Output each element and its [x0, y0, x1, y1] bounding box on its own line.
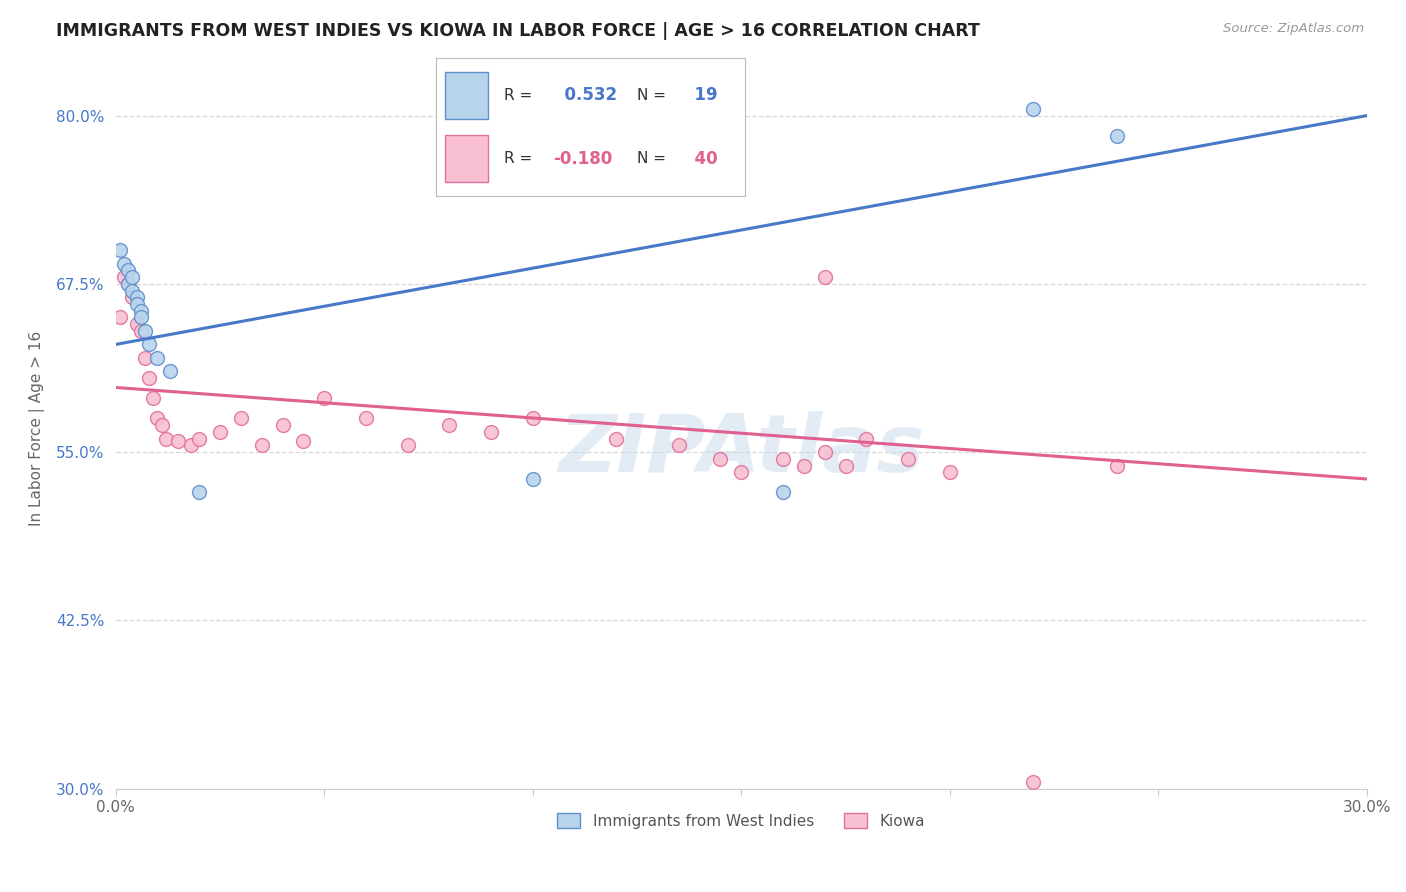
Point [834, 458, 856, 473]
Point [188, 432, 211, 446]
Point [793, 458, 815, 473]
Point [479, 425, 502, 439]
Point [129, 310, 152, 325]
Point [180, 438, 202, 452]
Text: N =: N = [637, 87, 666, 103]
Text: -0.180: -0.180 [554, 150, 613, 168]
Point [1105, 458, 1128, 473]
Point [229, 411, 252, 425]
Text: 0.532: 0.532 [554, 87, 617, 104]
Point [271, 418, 294, 433]
Legend: Immigrants from West Indies, Kiowa: Immigrants from West Indies, Kiowa [551, 807, 931, 835]
Point [292, 434, 315, 449]
Point [121, 270, 143, 285]
Point [112, 257, 135, 271]
Point [730, 465, 752, 479]
Point [814, 270, 837, 285]
Point [134, 351, 156, 365]
Point [150, 418, 173, 433]
Point [125, 317, 148, 331]
Text: 40: 40 [683, 150, 718, 168]
Point [129, 303, 152, 318]
Point [125, 290, 148, 304]
Point [855, 432, 877, 446]
Point [146, 351, 169, 365]
Point [1022, 774, 1045, 789]
Point [138, 337, 160, 351]
Point [897, 451, 920, 466]
Point [439, 418, 461, 433]
Point [125, 297, 148, 311]
Point [138, 371, 160, 385]
Point [314, 391, 336, 405]
FancyBboxPatch shape [446, 136, 488, 183]
Point [772, 485, 794, 500]
Point [814, 445, 837, 459]
Point [1022, 102, 1045, 116]
Text: 19: 19 [683, 87, 718, 104]
Point [142, 391, 165, 405]
Y-axis label: In Labor Force | Age > 16: In Labor Force | Age > 16 [30, 331, 45, 526]
FancyBboxPatch shape [446, 71, 488, 119]
Point [117, 263, 139, 277]
Point [121, 284, 143, 298]
Point [108, 310, 131, 325]
Point [188, 485, 211, 500]
Point [522, 472, 544, 486]
Point [129, 324, 152, 338]
Point [117, 277, 139, 291]
Text: ZIPAtlas: ZIPAtlas [558, 411, 924, 489]
Point [117, 277, 139, 291]
Point [159, 364, 181, 378]
Point [208, 425, 231, 439]
Text: Source: ZipAtlas.com: Source: ZipAtlas.com [1223, 22, 1364, 36]
Text: N =: N = [637, 152, 666, 167]
Point [134, 324, 156, 338]
Point [668, 438, 690, 452]
Point [709, 451, 731, 466]
Text: IMMIGRANTS FROM WEST INDIES VS KIOWA IN LABOR FORCE | AGE > 16 CORRELATION CHART: IMMIGRANTS FROM WEST INDIES VS KIOWA IN … [56, 22, 980, 40]
Point [146, 411, 169, 425]
Point [772, 451, 794, 466]
Point [155, 432, 177, 446]
Point [396, 438, 419, 452]
Point [354, 411, 377, 425]
Text: R =: R = [503, 87, 531, 103]
Point [605, 432, 627, 446]
Point [250, 438, 273, 452]
Point [108, 243, 131, 257]
Point [1105, 128, 1128, 143]
Point [121, 290, 143, 304]
Point [939, 465, 962, 479]
Text: R =: R = [503, 152, 531, 167]
Point [167, 434, 190, 449]
Point [522, 411, 544, 425]
Point [112, 270, 135, 285]
